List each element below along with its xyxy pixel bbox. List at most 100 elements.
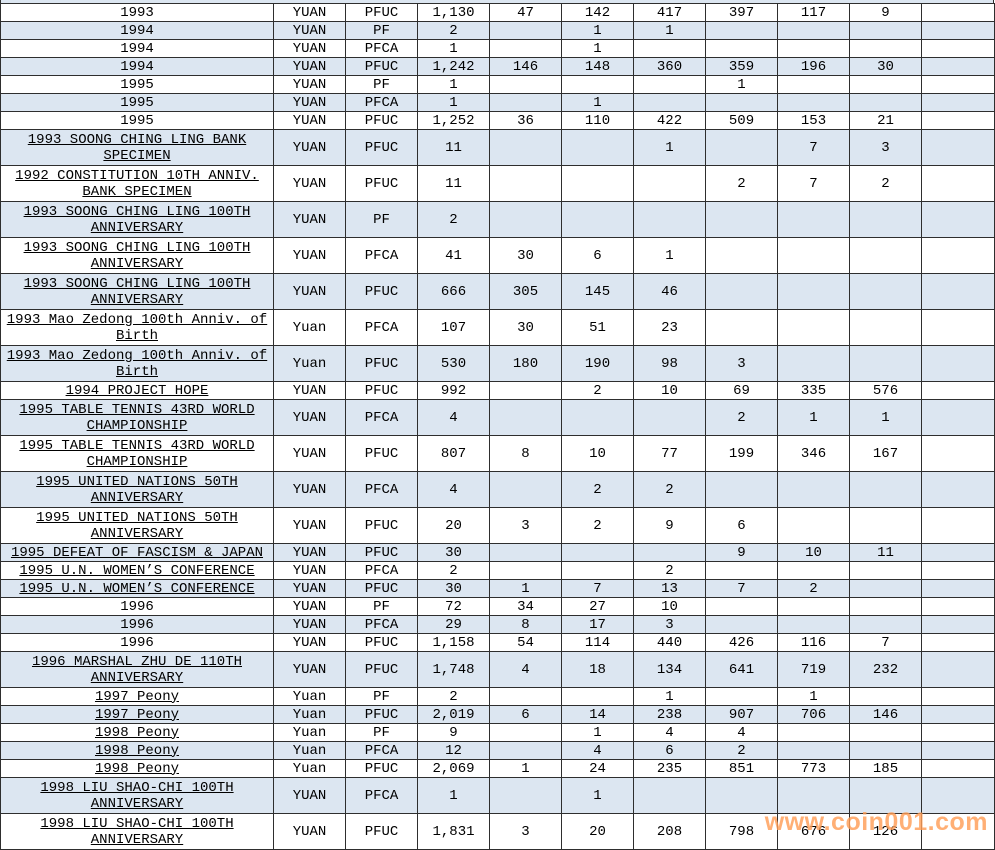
cell-value[interactable]: 51	[561, 309, 634, 346]
cell-value[interactable]: 41	[417, 237, 490, 274]
cell-grade[interactable]: PFUC	[345, 543, 418, 562]
cell-value[interactable]	[489, 399, 562, 436]
cell-unit[interactable]: YUAN	[273, 39, 346, 58]
cell-value[interactable]: 30	[849, 57, 922, 76]
cell-grade[interactable]: PFCA	[345, 561, 418, 580]
cell-grade[interactable]: PF	[345, 201, 418, 238]
cell-value[interactable]	[849, 93, 922, 112]
cell-value[interactable]	[705, 93, 778, 112]
cell-value[interactable]	[849, 237, 922, 274]
table-row[interactable]: 1995 YUAN PF 1 1	[0, 75, 995, 94]
table-row[interactable]: 1995 TABLE TENNIS 43RD WORLD CHAMPIONSHI…	[0, 399, 995, 436]
cell-grade[interactable]: PFCA	[345, 309, 418, 346]
cell-value[interactable]	[489, 75, 562, 94]
cell-value[interactable]: 20	[417, 507, 490, 544]
cell-value[interactable]	[705, 39, 778, 58]
cell-value[interactable]: 2	[561, 471, 634, 508]
cell-grade[interactable]: PFUC	[345, 3, 418, 22]
cell-value[interactable]	[777, 75, 850, 94]
cell-value[interactable]: 335	[777, 381, 850, 400]
cell-value[interactable]	[561, 687, 634, 706]
table-row[interactable]: 1995 TABLE TENNIS 43RD WORLD CHAMPIONSHI…	[0, 435, 995, 472]
cell-value[interactable]: 190	[561, 345, 634, 382]
cell-grade[interactable]: PFUC	[345, 165, 418, 202]
table-row[interactable]: 1994 PROJECT HOPE YUAN PFUC 992 2 10 69 335 5…	[0, 381, 995, 400]
cell-description[interactable]: 1993	[0, 3, 274, 22]
cell-value[interactable]: 1	[417, 93, 490, 112]
cell-value[interactable]: 13	[633, 579, 706, 598]
cell-value[interactable]: 1	[561, 93, 634, 112]
cell-description[interactable]: 1995 TABLE TENNIS 43RD WORLD CHAMPIONSHI…	[0, 435, 274, 472]
cell-grade[interactable]: PFUC	[345, 57, 418, 76]
cell-value[interactable]: 30	[489, 309, 562, 346]
cell-unit[interactable]: YUAN	[273, 75, 346, 94]
cell-value[interactable]: 2	[849, 165, 922, 202]
cell-value[interactable]	[849, 21, 922, 40]
table-row[interactable]: 1998 LIU SHAO-CHI 100TH ANNIVERSARY YUAN…	[0, 777, 995, 814]
cell-value[interactable]: 2,069	[417, 759, 490, 778]
cell-grade[interactable]: PFUC	[345, 345, 418, 382]
cell-value[interactable]: 8	[489, 435, 562, 472]
cell-value[interactable]	[849, 75, 922, 94]
cell-description[interactable]: 1997 Peony	[0, 705, 274, 724]
table-row[interactable]: 1993 YUAN PFUC 1,130 47 142 417 397 117 9	[0, 3, 995, 22]
cell-value[interactable]: 1	[705, 75, 778, 94]
cell-value[interactable]: 114	[561, 633, 634, 652]
cell-description[interactable]: 1994	[0, 39, 274, 58]
cell-empty[interactable]	[921, 705, 995, 724]
cell-value[interactable]: 21	[849, 111, 922, 130]
cell-value[interactable]: 2	[417, 687, 490, 706]
table-row[interactable]: 1993 SOONG CHING LING 100TH ANNIVERSARY …	[0, 201, 995, 238]
cell-empty[interactable]	[921, 165, 995, 202]
cell-value[interactable]: 11	[417, 129, 490, 166]
cell-value[interactable]: 1,130	[417, 3, 490, 22]
cell-grade[interactable]: PFCA	[345, 39, 418, 58]
cell-unit[interactable]: Yuan	[273, 741, 346, 760]
cell-description[interactable]: 1998 Peony	[0, 741, 274, 760]
cell-value[interactable]: 11	[849, 543, 922, 562]
cell-value[interactable]: 773	[777, 759, 850, 778]
cell-value[interactable]	[849, 39, 922, 58]
cell-grade[interactable]: PFCA	[345, 615, 418, 634]
cell-empty[interactable]	[921, 543, 995, 562]
cell-empty[interactable]	[921, 723, 995, 742]
cell-description[interactable]: 1994 PROJECT HOPE	[0, 381, 274, 400]
cell-grade[interactable]: PFUC	[345, 633, 418, 652]
cell-value[interactable]: 426	[705, 633, 778, 652]
cell-value[interactable]: 2	[417, 21, 490, 40]
cell-value[interactable]: 110	[561, 111, 634, 130]
cell-value[interactable]	[561, 399, 634, 436]
cell-value[interactable]	[777, 597, 850, 616]
cell-description[interactable]: 1993 SOONG CHING LING 100TH ANNIVERSARY	[0, 237, 274, 274]
cell-grade[interactable]: PFUC	[345, 273, 418, 310]
cell-empty[interactable]	[921, 93, 995, 112]
cell-value[interactable]	[489, 687, 562, 706]
cell-unit[interactable]: Yuan	[273, 687, 346, 706]
cell-value[interactable]	[777, 723, 850, 742]
table-row[interactable]: 1997 Peony Yuan PF 2 1 1	[0, 687, 995, 706]
cell-value[interactable]	[705, 597, 778, 616]
cell-value[interactable]: 145	[561, 273, 634, 310]
cell-value[interactable]	[849, 777, 922, 814]
table-row[interactable]: 1995 U.N. WOMEN’S CONFERENCE YUAN PFCA 2…	[0, 561, 995, 580]
cell-value[interactable]	[489, 201, 562, 238]
cell-value[interactable]: 1,831	[417, 813, 490, 850]
cell-value[interactable]: 142	[561, 3, 634, 22]
cell-unit[interactable]: Yuan	[273, 705, 346, 724]
cell-value[interactable]	[849, 615, 922, 634]
cell-value[interactable]	[633, 399, 706, 436]
cell-value[interactable]	[489, 93, 562, 112]
cell-value[interactable]	[489, 129, 562, 166]
cell-value[interactable]: 199	[705, 435, 778, 472]
cell-value[interactable]: 359	[705, 57, 778, 76]
cell-value[interactable]	[489, 723, 562, 742]
cell-description[interactable]: 1993 Mao Zedong 100th Anniv. of Birth	[0, 345, 274, 382]
cell-value[interactable]	[705, 273, 778, 310]
cell-empty[interactable]	[921, 507, 995, 544]
cell-value[interactable]	[777, 345, 850, 382]
cell-value[interactable]	[561, 165, 634, 202]
table-row[interactable]: 1996 YUAN PF 72 34 27 10	[0, 597, 995, 616]
cell-value[interactable]	[777, 273, 850, 310]
cell-description[interactable]: 1998 Peony	[0, 759, 274, 778]
